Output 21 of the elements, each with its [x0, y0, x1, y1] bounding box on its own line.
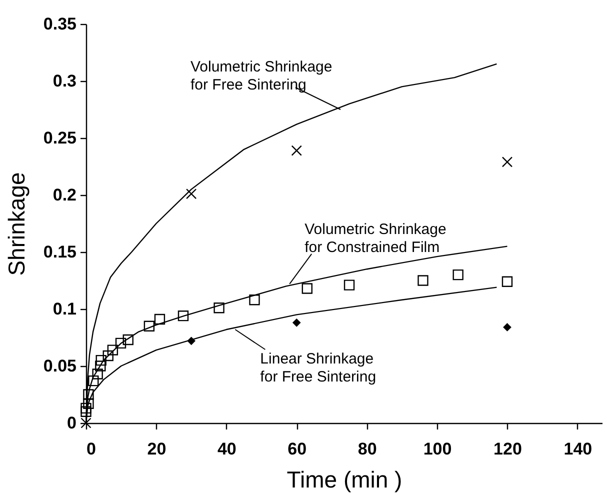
x-axis-title: Time (min ) — [286, 466, 402, 492]
y-tick-label: 0.05 — [43, 356, 76, 376]
annotation: Linear Shrinkage for Free Sintering — [260, 350, 376, 386]
annotation: Volumetric Shrinkage for Constrained Film — [304, 220, 446, 256]
x-tick-label: 120 — [494, 440, 522, 458]
y-tick-label: 0.25 — [43, 128, 76, 148]
annotation: Volumetric Shrinkage for Free Sintering — [190, 58, 332, 94]
y-tick-label: 0.35 — [43, 14, 76, 34]
x-tick-label: 40 — [217, 440, 236, 458]
x-tick-label: 140 — [564, 440, 592, 458]
x-tick-label: 60 — [288, 440, 307, 458]
y-tick-label: 0.2 — [52, 186, 76, 204]
y-axis-title: Shrinkage — [3, 172, 30, 276]
x-tick-label: 100 — [423, 440, 452, 458]
y-tick-label: 0 — [67, 414, 76, 432]
y-tick-label: 0.1 — [52, 300, 76, 318]
y-tick-label: 0.15 — [43, 242, 76, 262]
x-tick-label: 20 — [147, 440, 166, 458]
x-tick-label: 80 — [358, 440, 377, 458]
y-tick-label: 0.3 — [52, 72, 76, 90]
x-tick-label: 0 — [86, 440, 96, 458]
